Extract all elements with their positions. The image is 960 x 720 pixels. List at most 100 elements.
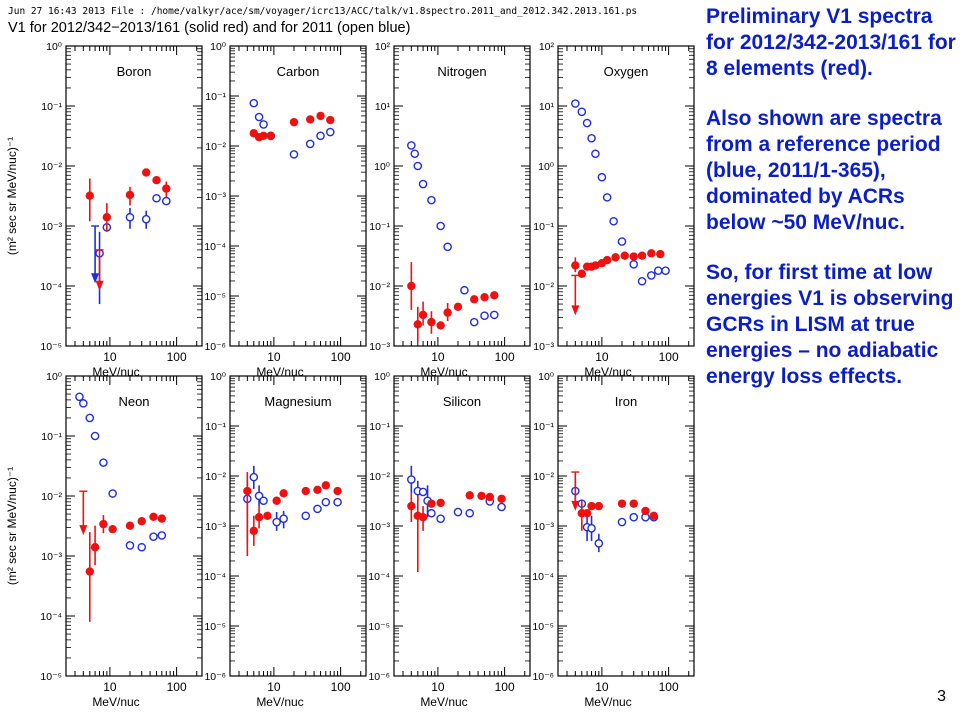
y-tick-label: 10⁻⁵	[204, 291, 226, 303]
red-2012-2013-point	[85, 567, 94, 576]
blue-2011-point	[661, 266, 670, 275]
blue-2011-point	[321, 497, 331, 507]
y-tick-label: 10⁻⁶	[368, 671, 390, 683]
x-tick-label: 10	[267, 680, 281, 694]
y-tick-label: 10⁻³	[369, 521, 390, 533]
red-2012-2013-point	[259, 131, 268, 140]
red-2012-2013-point	[436, 498, 445, 508]
red-2012-2013-point	[316, 111, 325, 121]
y-tick-label: 10⁻⁵	[204, 621, 226, 633]
red-2012-2013-point	[641, 506, 650, 516]
red-2012-2013-point	[594, 501, 604, 511]
y-tick-label: 10⁻⁶	[204, 341, 226, 353]
red-2012-2013-point	[321, 481, 331, 490]
blue-2011-point	[125, 212, 135, 222]
panel-frame	[393, 375, 531, 677]
element-label: Iron	[615, 394, 637, 409]
red-2012-2013-point	[272, 496, 281, 505]
element-label: Carbon	[277, 64, 320, 79]
note-reference-period: Also shown are spectra from a reference …	[706, 107, 942, 234]
red-2012-2013-point	[108, 524, 117, 534]
x-tick-label: 100	[167, 680, 187, 694]
red-2012-2013-point	[477, 491, 486, 501]
note-preliminary: Preliminary V1 spectra for 2012/342-2013…	[706, 5, 956, 80]
red-2012-2013-point	[649, 511, 659, 520]
blue-2011-point	[646, 271, 656, 280]
plot-header: Jun 27 16:43 2013 File : /home/valkyr/ac…	[8, 6, 708, 37]
blue-2011-point	[407, 475, 416, 484]
red-2012-2013-point	[436, 321, 445, 330]
red-2012-2013-point	[152, 175, 161, 185]
blue-2011-point	[161, 196, 171, 206]
red-2012-2013-point	[497, 494, 506, 503]
y-tick-label: 10⁰	[538, 161, 555, 173]
x-tick-label: 10	[595, 680, 609, 694]
red-2012-2013-point	[647, 249, 656, 258]
blue-2011-point	[597, 172, 607, 182]
x-tick-label: 10	[431, 350, 445, 364]
blue-2011-point	[254, 112, 264, 122]
blue-2011-point	[443, 242, 452, 252]
y-tick-label: 10⁻³	[205, 191, 226, 203]
blue-2011-point	[90, 431, 100, 441]
y-tick-label: 10²	[375, 41, 391, 53]
panel-frame	[229, 45, 367, 347]
y-tick-label: 10⁻³	[205, 521, 226, 533]
blue-2011-point	[137, 542, 147, 552]
red-2012-2013-point	[125, 190, 135, 200]
x-tick-label: 10	[431, 680, 445, 694]
red-2012-2013-point	[591, 261, 600, 270]
red-2012-2013-point	[656, 249, 665, 259]
y-tick-label: 10⁻²	[205, 471, 226, 483]
red-2012-2013-point	[125, 521, 135, 530]
y-tick-label: 10⁻¹	[533, 421, 554, 433]
y-tick-label: 10⁻²	[533, 281, 554, 293]
red-2012-2013-point	[137, 517, 146, 526]
y-tick-label: 10⁻²	[369, 471, 390, 483]
y-tick-label: 10⁻⁵	[40, 671, 62, 683]
red-2012-2013-point	[413, 320, 422, 329]
red-2012-2013-point	[266, 131, 276, 140]
blue-2011-point	[108, 489, 117, 498]
y-tick-label: 10⁻¹	[533, 221, 554, 233]
blue-2011-point	[259, 496, 268, 506]
y-tick-label: 10¹	[375, 101, 391, 113]
y-tick-label: 10⁻²	[369, 281, 390, 293]
panel-nitrogen: 10 10010⁻³10⁻²10⁻¹10⁰10¹10²NitrogenMeV/nu…	[369, 41, 531, 379]
y-tick-label: 10⁻⁴	[532, 571, 554, 583]
blue-2011-point	[602, 193, 612, 202]
blue-2011-point	[629, 512, 639, 522]
element-label: Nitrogen	[437, 64, 486, 79]
blue-2011-point	[427, 508, 436, 518]
red-2012-2013-point	[289, 117, 299, 127]
red-2012-2013-point	[326, 115, 335, 125]
x-tick-label: 100	[331, 350, 351, 364]
blue-2011-point	[594, 539, 604, 548]
panel-frame	[557, 45, 695, 347]
red-2012-2013-point	[582, 509, 592, 518]
blue-2011-point	[587, 523, 596, 533]
blue-2011-point	[637, 276, 647, 286]
y-tick-label: 10⁻³	[41, 551, 62, 563]
blue-2011-point	[629, 259, 639, 269]
red-2012-2013-point	[620, 251, 629, 260]
blue-2011-point	[617, 237, 627, 246]
blue-2011-point	[609, 216, 618, 226]
blue-2011-point	[591, 149, 600, 159]
y-tick-label: 10⁰	[46, 41, 63, 53]
y-tick-label: 10⁻³	[533, 341, 554, 353]
blue-2011-point	[577, 107, 587, 117]
red-2012-2013-point	[249, 526, 258, 536]
blue-2011-point	[249, 472, 259, 482]
blue-2011-point	[141, 214, 151, 224]
blue-2011-point	[480, 311, 489, 320]
blue-2011-point	[152, 193, 161, 203]
blue-2011-point	[436, 221, 445, 231]
y-tick-label: 10⁰	[374, 371, 391, 383]
x-axis-label: MeV/nuc	[584, 695, 631, 709]
blue-2011-point	[413, 161, 423, 171]
panel-neon: 10 100 10⁻⁵ 10⁻⁴ 10⁻³ 10⁻² 10⁻¹ 10⁰ Neon MeV/nuc (…	[5, 371, 203, 709]
blue-2011-point	[418, 487, 428, 497]
blue-2011-point	[301, 511, 311, 521]
blue-2011-point	[125, 541, 135, 550]
